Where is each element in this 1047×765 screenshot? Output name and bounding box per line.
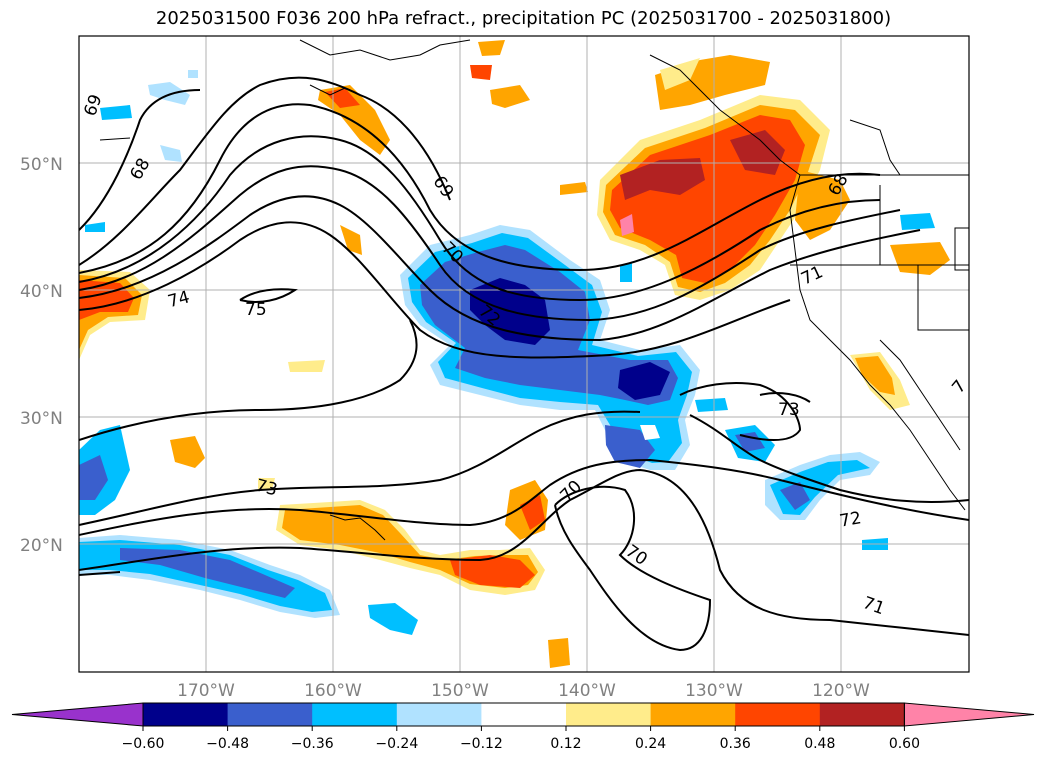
colorbar-tick-label: 0.48: [804, 736, 835, 752]
colorbar-segment: [650, 703, 736, 726]
colorbar-frame: [142, 702, 905, 727]
lon-tick-label: 120°W: [812, 681, 870, 701]
map-plot-area: 69 68 74 75 69 70 72 71 73 73 70 70 72 7…: [79, 36, 969, 672]
coastlines: [99, 39, 969, 541]
colorbar-tick-label: 0.36: [720, 736, 751, 752]
lon-tick-label: 130°W: [685, 681, 743, 701]
colorbar-segment: [227, 703, 313, 726]
colorbar-tick-label: −0.48: [206, 736, 249, 752]
colorbar-tick-label: 0.24: [635, 736, 666, 752]
colorbar-segment: [819, 703, 905, 726]
colorbar: −0.60 −0.48 −0.36 −0.24 −0.12 0.12 0.24 0.36 0.4…: [11, 702, 1035, 752]
lon-tick-label: 150°W: [431, 681, 489, 701]
map-frame: [78, 35, 970, 673]
colorbar-tick-label: 0.60: [889, 736, 920, 752]
colorbar-segment: [143, 703, 229, 726]
colorbar-tick-label: −0.24: [375, 736, 418, 752]
refractivity-contours: [79, 76, 969, 652]
colorbar-extend-high: [903, 702, 1035, 727]
lat-tick-label: 40°N: [20, 282, 63, 302]
precip-positive-fields: [79, 40, 950, 668]
colorbar-tick-label: 0.12: [550, 736, 581, 752]
lon-tick-labels: 170°W 160°W 150°W 140°W 130°W 120°W: [177, 681, 870, 701]
lat-tick-label: 50°N: [20, 155, 63, 175]
contour-label: 72: [838, 508, 863, 531]
lon-tick-label: 140°W: [558, 681, 616, 701]
contour-label: 75: [245, 300, 267, 320]
colorbar-segment: [566, 703, 652, 726]
lat-tick-labels: 50°N 40°N 30°N 20°N: [20, 155, 63, 556]
lon-tick-label: 170°W: [177, 681, 235, 701]
colorbar-segment: [396, 703, 482, 726]
colorbar-extend-low: [11, 702, 144, 727]
colorbar-tick-label: −0.60: [122, 736, 165, 752]
map-gridlines: [79, 36, 969, 672]
lon-tick-label: 160°W: [304, 681, 362, 701]
colorbar-segment: [481, 703, 567, 726]
colorbar-segment: [312, 703, 398, 726]
map-title: 2025031500 F036 200 hPa refract., precip…: [155, 8, 892, 29]
contour-label: 73: [778, 400, 800, 420]
colorbar-tick-label: −0.12: [460, 736, 503, 752]
colorbar-segment: [735, 703, 821, 726]
colorbar-tick-label: −0.36: [291, 736, 334, 752]
lat-tick-label: 30°N: [20, 409, 63, 429]
lat-tick-label: 20°N: [20, 536, 63, 556]
